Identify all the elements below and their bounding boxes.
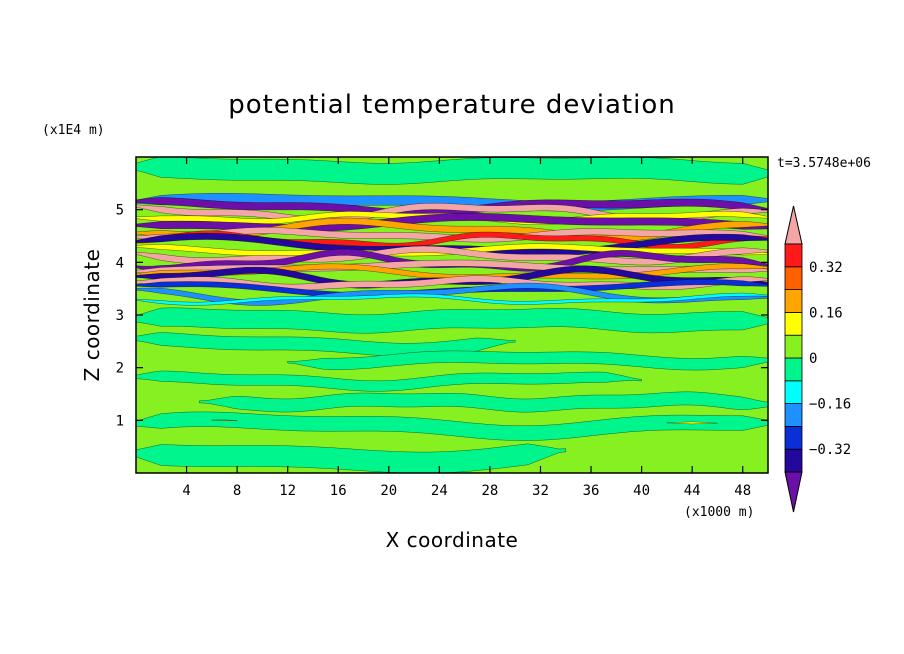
colorbar-bin (784, 266, 803, 290)
x-tick-label: 16 (330, 483, 347, 499)
contour-band-lower (136, 307, 768, 334)
x-tick-label: 20 (380, 483, 397, 499)
colorbar-extend-min (784, 471, 803, 513)
colorbar-label: 0.32 (809, 260, 843, 276)
contour-band-lower (287, 350, 768, 371)
contour-band-upper (136, 230, 768, 250)
x-tick-label: 32 (532, 483, 549, 499)
colorbar-label: 0.16 (809, 305, 843, 321)
colorbar-bin (784, 425, 803, 450)
x-tick-label: 8 (233, 483, 241, 499)
x-tick-label: 24 (431, 483, 448, 499)
x-tick-label: 44 (684, 483, 701, 499)
colorbar-bin (784, 448, 803, 473)
contour-band-upper (136, 292, 768, 306)
y-axis-label: Z coordinate (80, 249, 104, 382)
contour-field (136, 157, 768, 473)
x-axis-label: X coordinate (386, 528, 519, 552)
colorbar-bin (784, 334, 803, 359)
x-tick-label: 48 (734, 483, 751, 499)
contour-band-upper (136, 217, 768, 242)
y-tick-label: 1 (116, 413, 124, 429)
y-tick-label: 5 (116, 203, 124, 219)
colorbar-label: −0.16 (809, 397, 851, 413)
colorbar-bin (784, 357, 803, 382)
y-tick-label: 4 (116, 255, 124, 271)
y-unit-label: (x1E4 m) (42, 123, 105, 138)
colorbar-bin (784, 403, 803, 427)
x-tick-label: 36 (583, 483, 600, 499)
y-axis: 1 2 3 4 5 (116, 203, 768, 429)
colorbar-bin (784, 311, 803, 336)
x-tick-label: 28 (481, 483, 498, 499)
colorbar: 0.32 0.16 0 −0.16 −0.32 (784, 205, 851, 513)
x-axis: 4 8 12 16 20 24 28 32 36 40 44 48 (182, 157, 751, 499)
x-unit-label: (x1000 m) (684, 505, 754, 520)
contour-band-lower (136, 411, 768, 441)
colorbar-label: 0 (809, 351, 817, 367)
contour-band-upper (136, 227, 768, 243)
contour-band-top (136, 157, 768, 185)
chart-title: potential temperature deviation (228, 90, 675, 120)
y-tick-label: 2 (116, 361, 124, 377)
contour-band-lower (666, 421, 718, 425)
contour-band-lower (211, 419, 238, 422)
contour-band-lower (136, 370, 642, 392)
x-tick-label: 40 (633, 483, 650, 499)
contour-band-upper (136, 197, 768, 218)
colorbar-extend-max (784, 205, 803, 245)
colorbar-bin (784, 243, 803, 268)
colorbar-bin (784, 289, 803, 313)
x-tick-label: 12 (279, 483, 296, 499)
contour-band-lower (199, 391, 768, 413)
plot-area (136, 157, 768, 473)
time-label: t=3.5748e+06 (777, 156, 871, 171)
y-tick-label: 3 (116, 308, 124, 324)
contour-band-upper (136, 263, 768, 281)
colorbar-bin (784, 380, 803, 404)
colorbar-label: −0.32 (809, 442, 851, 458)
contour-band-lower (136, 332, 516, 357)
contour-band-lower (136, 443, 566, 473)
x-tick-label: 4 (182, 483, 190, 499)
contour-band-upper (136, 248, 768, 272)
